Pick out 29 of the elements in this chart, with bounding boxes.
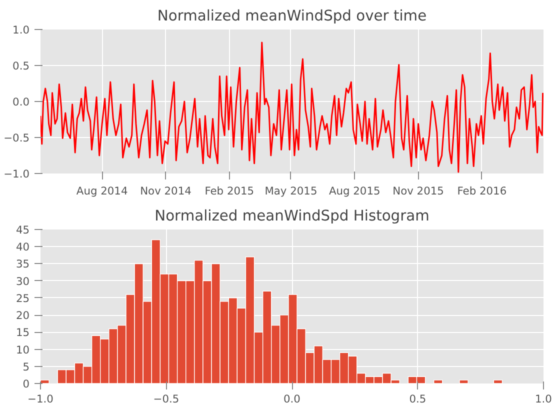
y-tick-label: −1.0 <box>4 168 30 180</box>
y-tick-label: 45 <box>16 224 30 236</box>
x-tick-label: −0.5 <box>153 392 180 405</box>
y-tick-label: 5 <box>22 360 30 374</box>
y-tick-label: 15 <box>16 326 30 340</box>
y-tick-label: 35 <box>16 258 30 271</box>
y-tick-label: 40 <box>16 240 30 254</box>
y-tick-label: 30 <box>16 274 30 288</box>
y-tick-label: 10 <box>16 343 30 356</box>
x-tick-label: 0.0 <box>284 392 301 405</box>
x-tick-label: Aug 2015 <box>328 184 380 198</box>
y-tick-label: −0.5 <box>4 132 30 144</box>
line-series <box>40 42 544 173</box>
x-tick-label: Feb 2015 <box>204 184 254 198</box>
x-tick-label: Aug 2014 <box>76 184 128 198</box>
y-tick-label: 0.5 <box>12 60 30 72</box>
y-tick-label: 1.0 <box>12 24 30 36</box>
x-tick-label: Nov 2014 <box>140 184 192 198</box>
x-tick-label: 1.0 <box>535 392 552 405</box>
y-tick-label: 20 <box>16 309 30 322</box>
x-tick-label: 0.5 <box>409 392 426 405</box>
y-tick-label: 25 <box>16 292 30 305</box>
chart-title: Normalized meanWindSpd Histogram <box>154 208 430 224</box>
chart-title: Normalized meanWindSpd over time <box>157 8 427 24</box>
y-tick-label: 0 <box>22 378 30 390</box>
x-tick-label: Feb 2016 <box>457 184 507 198</box>
y-tick-label: 0.0 <box>12 96 30 108</box>
x-tick-label: Nov 2015 <box>392 184 444 198</box>
x-tick-label: May 2015 <box>264 184 318 198</box>
